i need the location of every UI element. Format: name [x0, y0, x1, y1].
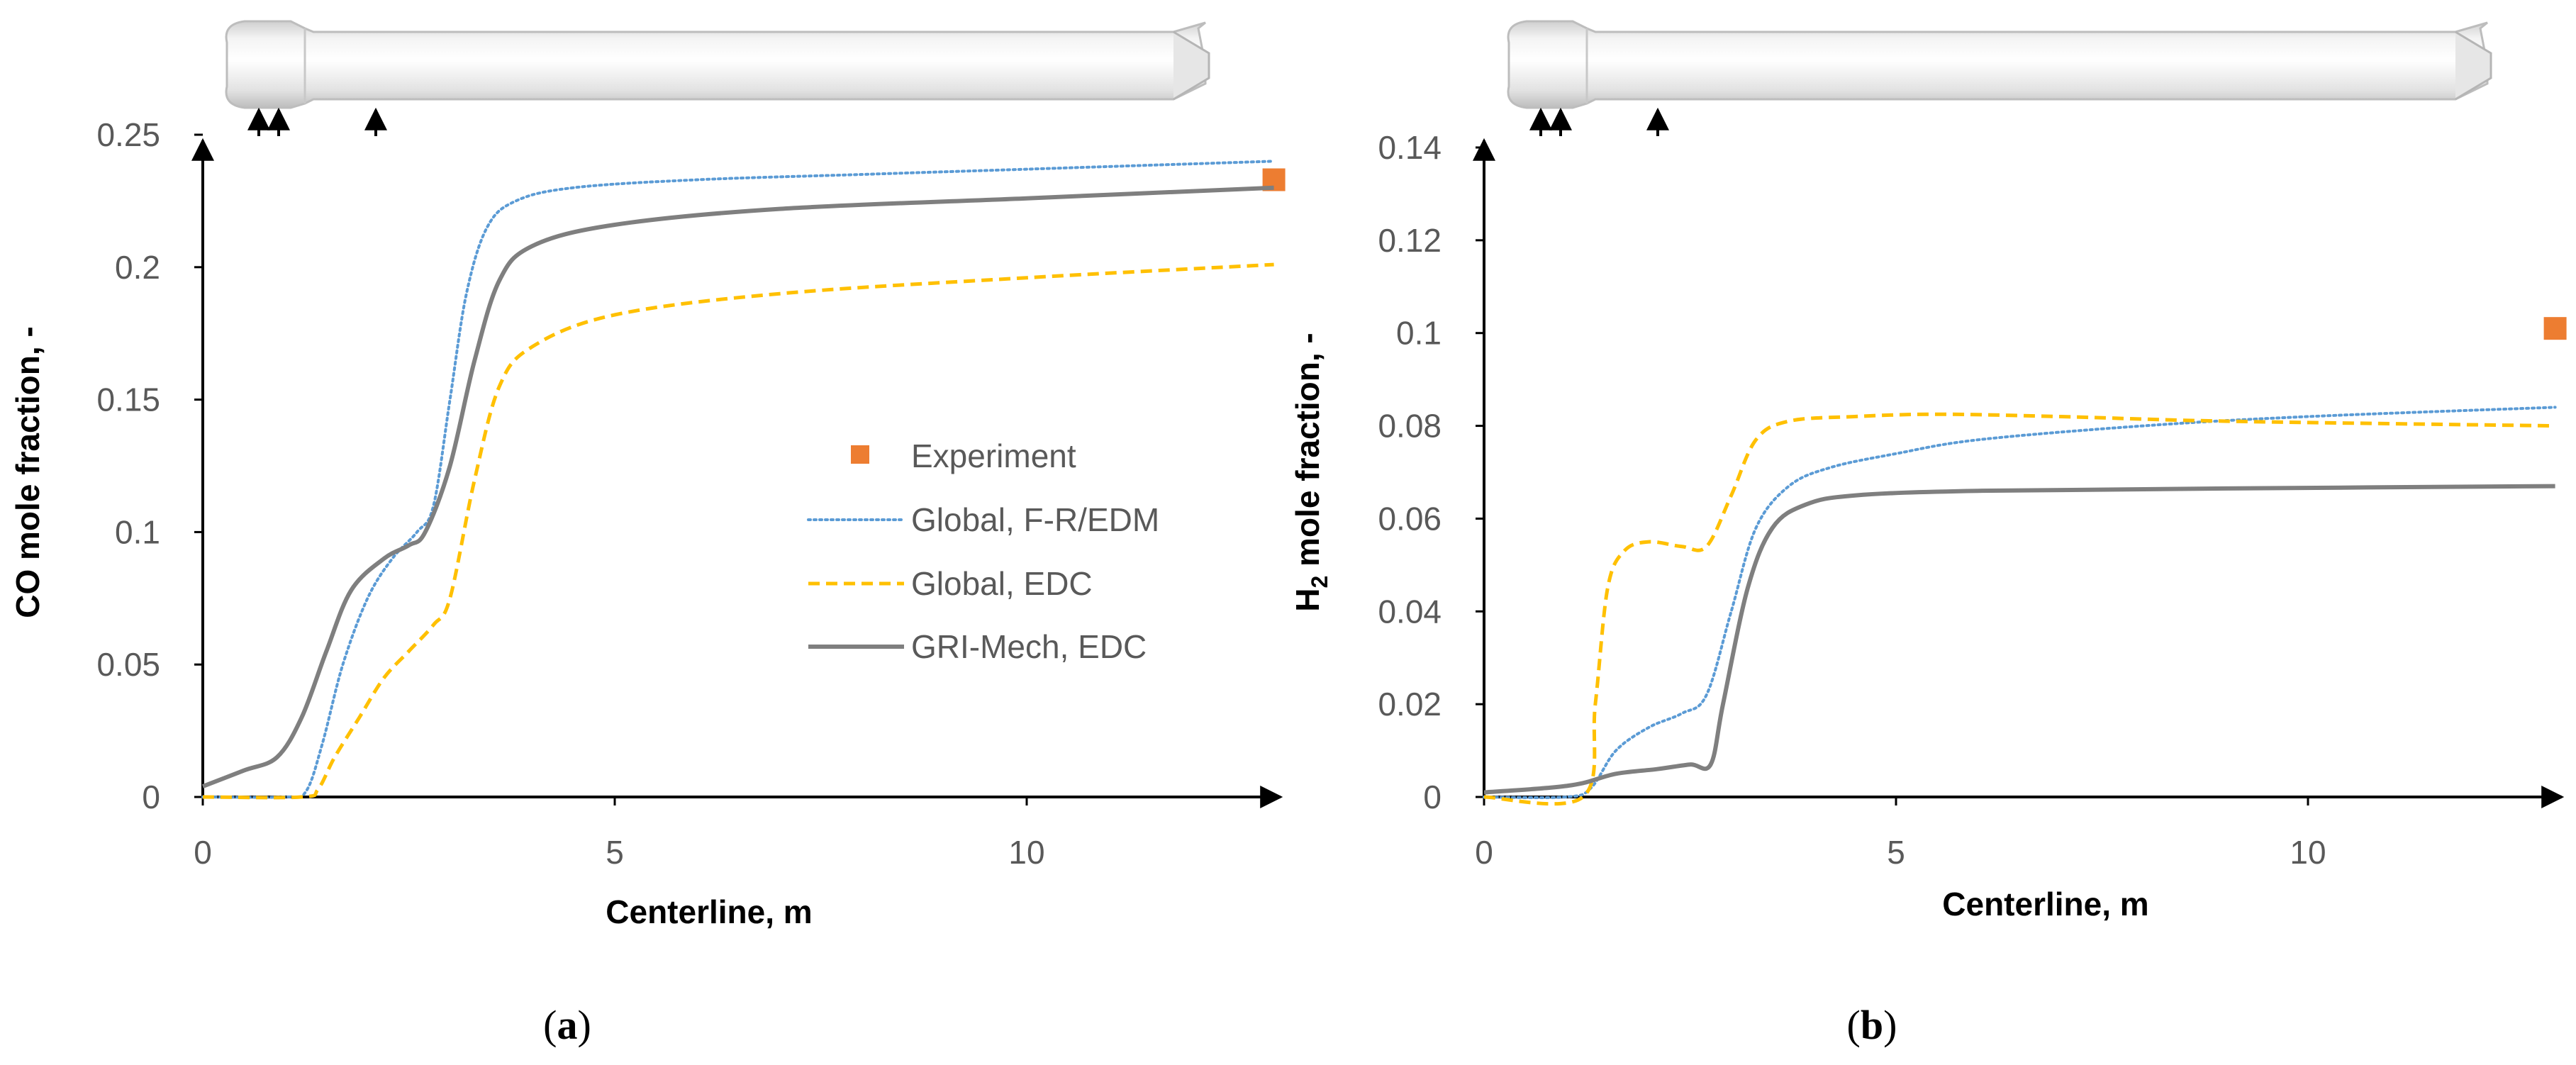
panel-label-b: (b) [1847, 1002, 1897, 1048]
y-tick-label-b: 0.12 [1378, 222, 1442, 259]
x-tick-label-b: 5 [1887, 834, 1905, 871]
x-tick-label-a: 0 [194, 834, 212, 871]
series-line-global-edc-a [202, 262, 1274, 800]
y-tick-label-a: 0.15 [96, 381, 160, 418]
ticks-a: 0 0.05 0.1 0.15 0.2 0.25 0 5 10 [96, 116, 1044, 871]
legend-label-global-fr-edm: Global, F-R/EDM [911, 501, 1159, 538]
x-tick-label-a: 5 [606, 834, 624, 871]
x-tick-label-a: 10 [1008, 834, 1044, 871]
y-tick-label-a: 0.25 [96, 116, 160, 153]
reactor-illustration-b [1507, 20, 2492, 136]
data-point-experiment-b [2543, 317, 2567, 340]
legend-label-gri-mech-edc: GRI-Mech, EDC [911, 628, 1147, 665]
x-tick-label-b: 10 [2290, 834, 2326, 871]
legend-marker-experiment [851, 445, 869, 464]
y-tick-label-b: 0.02 [1378, 686, 1442, 723]
legend-label-global-edc: Global, EDC [911, 565, 1093, 602]
panel-b: 0 0.02 0.04 0.06 0.08 0.1 0.12 0.14 0 5 10 Centerl… [1289, 20, 2567, 1048]
y-tick-label-b: 0.08 [1378, 408, 1442, 445]
x-axis-label-b: Centerline, m [1942, 886, 2148, 922]
series-line-gri-mech-edc-b [1483, 484, 2555, 795]
x-axis-label-a: Centerline, m [606, 893, 812, 930]
series-b [1483, 317, 2567, 806]
y-tick-label-a: 0.1 [115, 513, 160, 550]
y-tick-label-b: 0.14 [1378, 129, 1442, 166]
y-tick-label-b: 0.06 [1378, 500, 1442, 537]
y-tick-label-b: 0.1 [1396, 315, 1442, 352]
panel-a: 0 0.05 0.1 0.15 0.2 0.25 0 5 10 Centerline, m CO… [9, 20, 1286, 1048]
y-axis-label-b: H2 mole fraction, - [1289, 333, 1332, 612]
series-line-global-f-r-edm-a [201, 160, 1276, 799]
legend: Experiment Global, F-R/EDM Global, EDC G… [807, 437, 1159, 665]
series-line-global-f-r-edm-b [1483, 406, 2557, 799]
y-tick-label-a: 0.05 [96, 646, 160, 683]
series-line-gri-mech-edc-a [201, 185, 1274, 788]
series-line-global-edc-b [1483, 412, 2555, 806]
y-tick-label-b: 0.04 [1378, 593, 1442, 630]
panel-label-a: (a) [543, 1002, 591, 1048]
y-tick-label-b: 0 [1423, 779, 1442, 815]
x-tick-label-b: 0 [1475, 834, 1493, 871]
ticks-b: 0 0.02 0.04 0.06 0.08 0.1 0.12 0.14 0 5 10 [1378, 129, 2326, 871]
y-tick-label-a: 0.2 [115, 249, 160, 286]
y-tick-label-a: 0 [142, 779, 160, 815]
reactor-illustration-a [225, 20, 1210, 136]
y-axis-label-a: CO mole fraction, - [9, 326, 46, 618]
legend-label-experiment: Experiment [911, 437, 1076, 474]
series-a [201, 160, 1286, 800]
